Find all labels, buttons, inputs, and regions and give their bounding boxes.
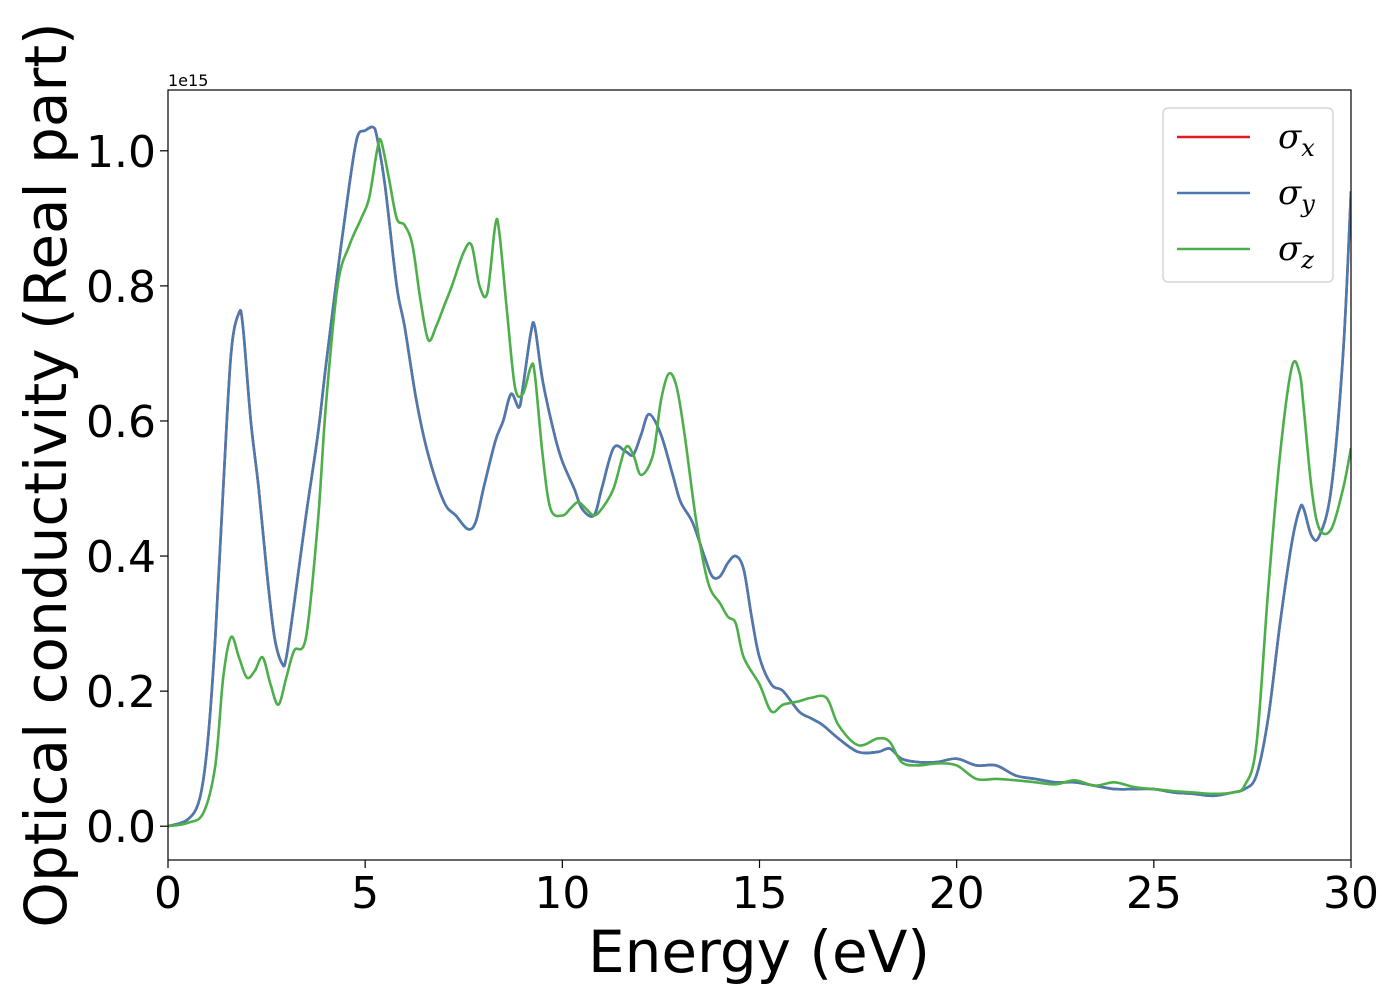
legend-label-y: σy <box>1278 173 1315 218</box>
x-tick-label: 20 <box>929 868 985 919</box>
y-tick-label: 0.8 <box>86 262 156 313</box>
y-offset-label: 1e15 <box>168 71 208 90</box>
x-tick-label: 5 <box>351 868 379 919</box>
y-tick-label: 0.2 <box>86 667 156 718</box>
legend-box <box>1162 107 1334 283</box>
y-tick-label: 0.0 <box>86 802 156 853</box>
legend-label-z: σz <box>1278 229 1314 274</box>
x-tick-label: 15 <box>732 868 788 919</box>
series-line-z <box>168 137 1351 828</box>
x-tick-label: 0 <box>154 868 182 919</box>
x-tick-label: 10 <box>534 868 590 919</box>
legend-label-x: σx <box>1278 117 1315 162</box>
legend: σx σy σz <box>1162 107 1334 283</box>
y-axis-label: Optical conductivity (Real part) <box>12 22 80 927</box>
x-axis-label: Energy (eV) <box>588 918 930 986</box>
y-tick-label: 0.4 <box>86 532 156 583</box>
y-tick-label: 0.6 <box>86 397 156 448</box>
x-tick-label: 25 <box>1126 868 1182 919</box>
plot-area <box>168 125 1351 828</box>
tick-marks <box>160 150 1352 868</box>
y-tick-label: 1.0 <box>86 127 156 178</box>
x-tick-label: 30 <box>1323 868 1379 919</box>
